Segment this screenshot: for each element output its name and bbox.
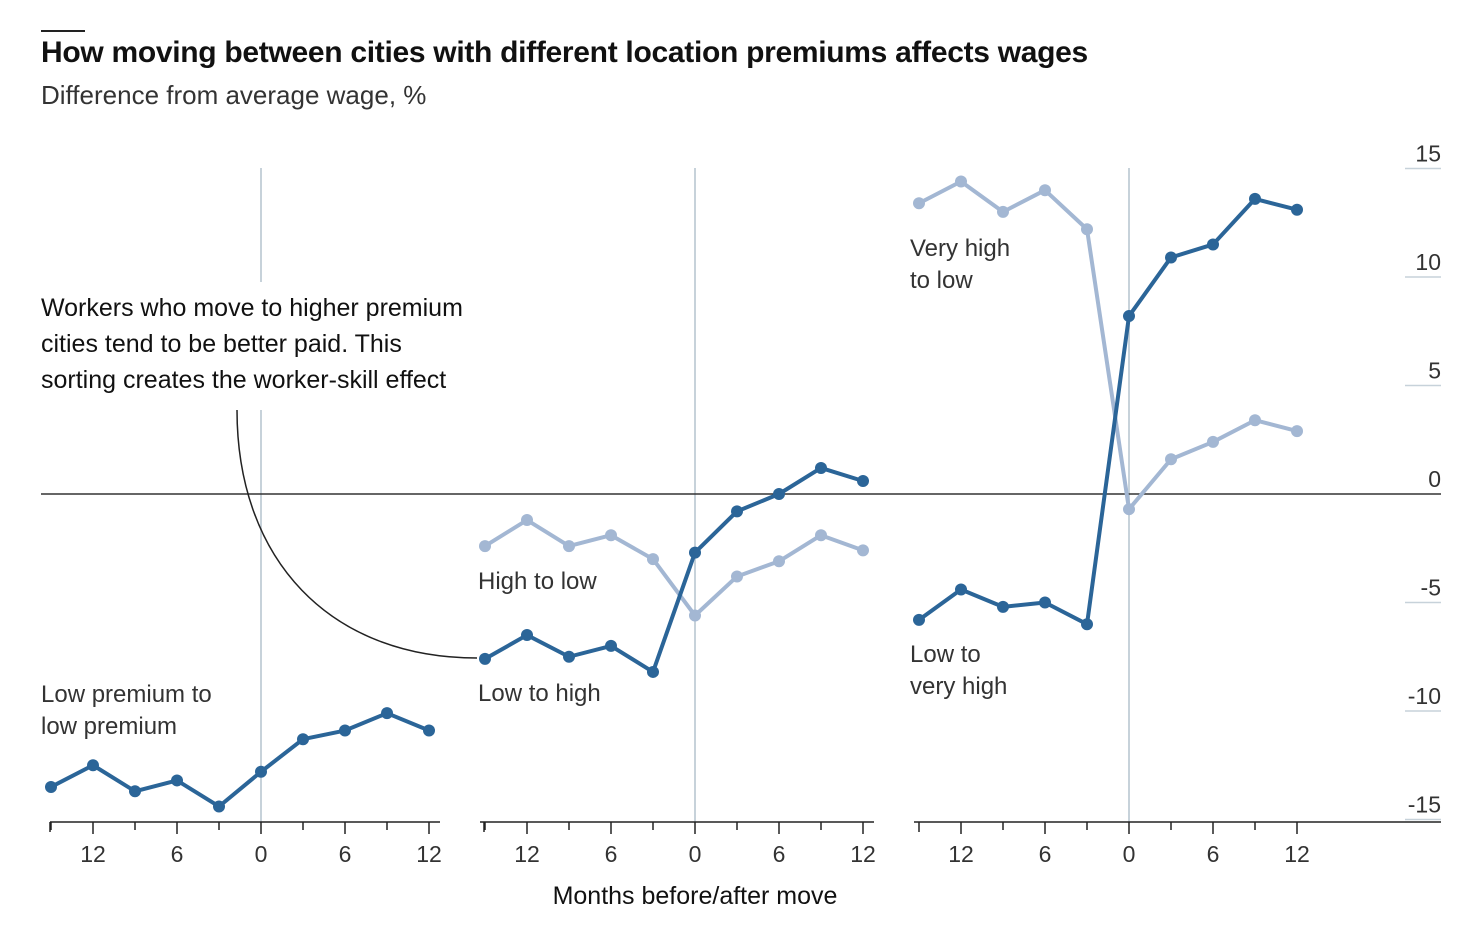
x-tick-label: 6 bbox=[605, 841, 618, 867]
data-point-very-high-to-low bbox=[1123, 503, 1135, 516]
y-tick-label: -10 bbox=[1408, 683, 1441, 709]
series-line-high-to-low bbox=[483, 518, 864, 618]
data-point-low-to-high bbox=[521, 629, 533, 642]
chart-subtitle: Difference from average wage, % bbox=[41, 80, 427, 110]
axis-gap bbox=[440, 820, 480, 836]
data-point-low-to-very-high bbox=[1039, 596, 1051, 609]
data-point-very-high-to-low bbox=[1291, 425, 1303, 438]
series-label: to low bbox=[910, 267, 973, 294]
data-point-high-to-low bbox=[479, 540, 491, 553]
data-point-low-premium-to-low-premium bbox=[87, 759, 99, 772]
series-label: Low to bbox=[910, 641, 981, 668]
data-point-low-premium-to-low-premium bbox=[339, 724, 351, 737]
x-tick-label: 12 bbox=[514, 841, 540, 867]
series-label: very high bbox=[910, 673, 1007, 700]
x-tick-label: 12 bbox=[416, 841, 442, 867]
x-tick-label: 12 bbox=[80, 841, 106, 867]
annotation-text: sorting creates the worker-skill effect bbox=[41, 366, 446, 394]
series-line-very-high-to-low bbox=[918, 179, 1298, 512]
data-point-low-to-high bbox=[773, 488, 785, 500]
x-tick-label: 6 bbox=[339, 841, 352, 867]
x-tick-label: 12 bbox=[850, 841, 876, 867]
data-point-low-premium-to-low-premium bbox=[45, 780, 57, 793]
series-label: Low to high bbox=[478, 680, 601, 707]
data-point-low-to-high bbox=[605, 639, 617, 652]
data-point-low-to-high bbox=[731, 505, 743, 518]
series-label: High to low bbox=[478, 568, 597, 595]
top-rule bbox=[41, 30, 85, 32]
y-tick-label: 10 bbox=[1415, 249, 1441, 275]
data-point-very-high-to-low bbox=[1039, 184, 1051, 197]
chart-title: How moving between cities with different… bbox=[41, 36, 1088, 69]
data-point-low-to-very-high bbox=[1081, 618, 1093, 631]
data-point-low-to-very-high bbox=[1249, 192, 1261, 205]
data-point-low-premium-to-low-premium bbox=[129, 785, 141, 798]
y-tick-label: 15 bbox=[1415, 141, 1441, 167]
data-point-low-to-very-high bbox=[1123, 310, 1135, 323]
y-tick-label: 0 bbox=[1428, 466, 1441, 492]
series-label: Very high bbox=[910, 235, 1010, 262]
annotation-text: Workers who move to higher premium bbox=[41, 294, 463, 322]
data-point-low-premium-to-low-premium bbox=[213, 800, 225, 813]
x-axis-title: Months before/after move bbox=[553, 882, 838, 910]
data-point-very-high-to-low bbox=[997, 205, 1009, 218]
y-tick-label: -5 bbox=[1421, 575, 1441, 601]
annotation-connector bbox=[236, 409, 478, 659]
x-tick-label: 0 bbox=[689, 841, 702, 867]
y-tick-label: -15 bbox=[1408, 792, 1441, 818]
x-tick-label: 6 bbox=[773, 841, 786, 867]
data-point-low-premium-to-low-premium bbox=[255, 765, 267, 778]
data-point-high-to-low bbox=[773, 555, 785, 568]
data-point-low-to-high bbox=[647, 665, 659, 678]
x-tick-label: 12 bbox=[1284, 841, 1310, 867]
data-point-low-to-very-high bbox=[1291, 203, 1303, 216]
data-point-very-high-to-low bbox=[1207, 435, 1219, 448]
data-point-very-high-to-low bbox=[1249, 414, 1261, 427]
x-tick-label: 6 bbox=[1039, 841, 1052, 867]
data-point-low-to-very-high bbox=[1165, 251, 1177, 264]
series-line-low-premium-to-low-premium bbox=[50, 711, 430, 809]
data-point-low-to-high bbox=[815, 461, 827, 474]
data-point-high-to-low bbox=[857, 544, 869, 557]
series-label: Low premium to bbox=[41, 681, 212, 708]
data-point-low-to-high bbox=[857, 474, 869, 487]
data-point-low-to-high bbox=[689, 546, 701, 559]
data-point-low-to-high bbox=[563, 650, 575, 663]
data-point-low-premium-to-low-premium bbox=[297, 733, 309, 746]
x-tick-label: 0 bbox=[1123, 841, 1136, 867]
data-point-high-to-low bbox=[563, 540, 575, 553]
data-point-low-premium-to-low-premium bbox=[171, 774, 183, 787]
data-point-high-to-low bbox=[521, 514, 533, 527]
data-point-high-to-low bbox=[605, 529, 617, 542]
series-line-low-to-high bbox=[484, 465, 864, 674]
data-point-very-high-to-low bbox=[913, 197, 925, 210]
data-point-low-to-very-high bbox=[955, 583, 967, 596]
y-tick-label: 5 bbox=[1428, 358, 1441, 384]
data-point-high-to-low bbox=[815, 529, 827, 542]
x-tick-label: 12 bbox=[948, 841, 974, 867]
data-point-very-high-to-low bbox=[955, 175, 967, 188]
x-tick-label: 6 bbox=[1207, 841, 1220, 867]
data-point-low-to-very-high bbox=[997, 600, 1009, 613]
data-point-low-to-very-high bbox=[1207, 238, 1219, 251]
data-point-low-premium-to-low-premium bbox=[423, 724, 435, 737]
data-point-very-high-to-low bbox=[1081, 223, 1093, 236]
data-point-high-to-low bbox=[689, 609, 701, 622]
x-tick-label: 6 bbox=[171, 841, 184, 867]
axis-gap bbox=[874, 820, 914, 836]
data-point-low-to-very-high bbox=[913, 613, 925, 626]
series-line-low-to-very-high bbox=[917, 196, 1298, 627]
data-point-low-premium-to-low-premium bbox=[381, 707, 393, 720]
data-point-high-to-low bbox=[647, 553, 659, 566]
data-point-high-to-low bbox=[731, 570, 743, 583]
series-label: low premium bbox=[41, 713, 177, 740]
data-point-very-high-to-low bbox=[1165, 453, 1177, 466]
x-tick-label: 0 bbox=[255, 841, 268, 867]
annotation-text: cities tend to be better paid. This bbox=[41, 330, 402, 358]
data-point-low-to-high bbox=[479, 652, 491, 665]
